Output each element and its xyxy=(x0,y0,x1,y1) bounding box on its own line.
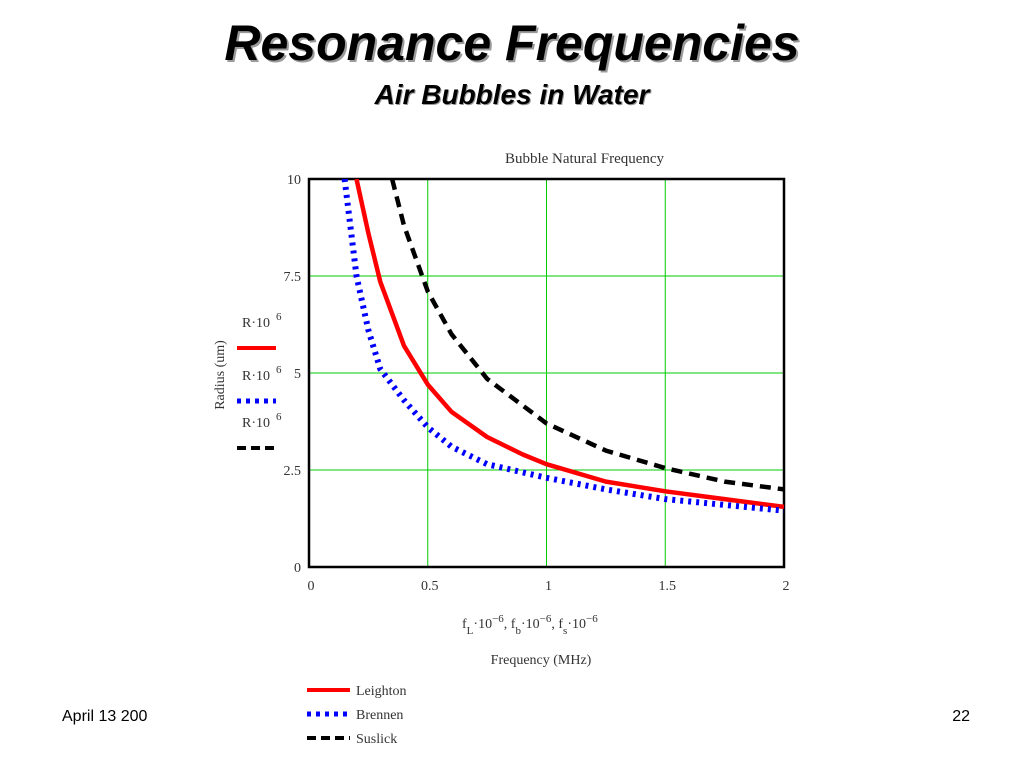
y-expression-exponent: 6 xyxy=(276,411,282,423)
y-tick-label: 2.5 xyxy=(284,464,302,479)
y-tick-label: 0 xyxy=(294,561,301,576)
y-expression-label: R·10 xyxy=(242,316,270,331)
x-tick-label: 1.5 xyxy=(659,579,677,594)
x-tick-label: 1 xyxy=(545,579,552,594)
slide-title: Resonance Frequencies xyxy=(224,15,800,71)
series-line-suslick xyxy=(389,179,785,492)
x-tick-label: 0.5 xyxy=(421,579,439,594)
series-line-brennen xyxy=(341,179,785,514)
footer-date: April 13 200 xyxy=(62,708,148,725)
x-tick-label: 2 xyxy=(783,579,790,594)
y-expression-exponent: 6 xyxy=(276,364,282,376)
plot-frame xyxy=(307,177,786,569)
chart-title: Bubble Natural Frequency xyxy=(505,151,665,167)
x-tick-label: 0 xyxy=(308,579,315,594)
y-tick-label: 7.5 xyxy=(284,270,302,285)
slide-subtitle: Air Bubbles in Water xyxy=(374,79,650,110)
series-line-leighton xyxy=(354,179,785,510)
x-axis-label: Frequency (MHz) xyxy=(491,653,592,668)
y-tick-label: 10 xyxy=(287,173,301,188)
y-expression-label: R·10 xyxy=(242,416,270,431)
legend-label-suslick: Suslick xyxy=(356,732,397,747)
y-axis-label: Radius (um) xyxy=(213,340,228,410)
page-number: 22 xyxy=(952,708,970,725)
legend-label-leighton: Leighton xyxy=(356,684,407,699)
y-tick-label: 5 xyxy=(294,367,301,382)
y-expression-label: R·10 xyxy=(242,369,270,384)
y-expression-exponent: 6 xyxy=(276,311,282,323)
legend-label-brennen: Brennen xyxy=(356,708,403,723)
x-expression-label: fL·10−6, fb·10−6, fs·10−6 xyxy=(462,613,598,637)
